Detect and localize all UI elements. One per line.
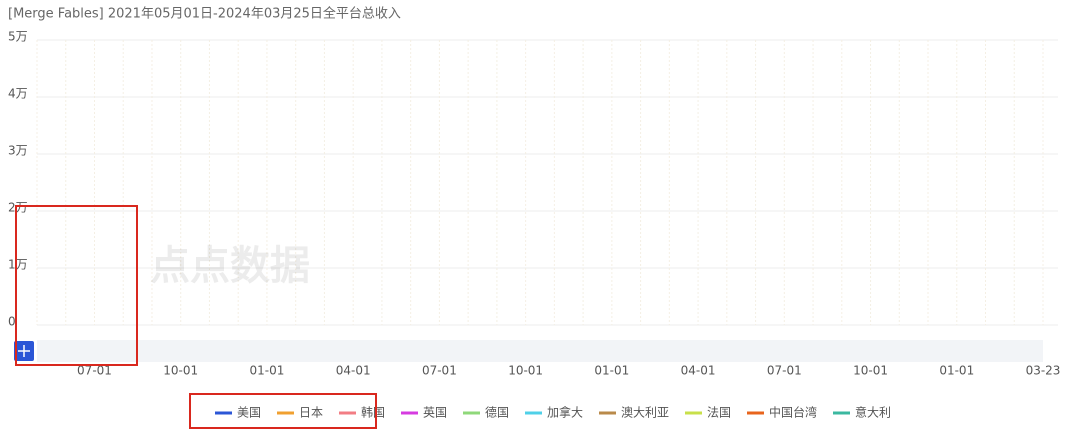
zoom-slider[interactable] [37,340,1043,362]
legend-item[interactable]: 日本 [277,406,323,420]
highlight-box [189,393,377,429]
x-tick-label: 01-01 [250,364,285,378]
legend-item[interactable]: 意大利 [833,405,891,420]
y-tick-label: 1万 [8,258,28,272]
legend-item[interactable]: 澳大利亚 [599,406,669,420]
x-axis: 07-01 10-01 01-01 04-01 07-01 10-01 01-01 04-01… [77,364,1060,378]
x-tick-label: 10-01 [163,364,198,378]
highlight-box [15,205,138,366]
legend-label: 澳大利亚 [621,406,669,420]
y-tick-label: 4万 [8,87,28,101]
y-tick-label: 5万 [8,30,28,44]
y-tick-label: 0 [8,315,16,329]
legend-item[interactable]: 英国 [401,406,447,420]
legend-label: 法国 [707,406,731,420]
legend-item[interactable]: 中国台湾 [747,405,817,420]
x-tick-label: 03-23 [1026,364,1061,378]
legend-item[interactable]: 德国 [463,405,509,420]
watermark: 点点数据 [150,243,310,289]
legend-label: 日本 [299,406,323,420]
legend: 美国 日本 韩国 英国 德国 加拿大 澳大利亚 法国 中国台湾 意大利 [215,405,891,420]
x-tick-label: 07-01 [422,364,457,378]
legend-label: 美国 [237,406,261,420]
x-tick-label: 07-01 [767,364,802,378]
x-tick-label: 10-01 [508,364,543,378]
legend-label: 加拿大 [547,405,583,420]
legend-label: 中国台湾 [769,405,817,420]
legend-label: 德国 [485,405,509,420]
legend-label: 意大利 [855,405,891,420]
legend-label: 英国 [423,406,447,420]
y-tick-label: 2万 [8,201,28,215]
plus-icon [18,345,30,357]
legend-item[interactable]: 美国 [215,406,261,420]
x-tick-label: 10-01 [853,364,888,378]
legend-item[interactable]: 韩国 [339,405,385,420]
grid: 0 1万 2万 3万 4万 5万 [8,30,1058,329]
x-tick-label: 01-01 [594,364,629,378]
x-tick-label: 01-01 [939,364,974,378]
x-tick-label: 07-01 [77,364,112,378]
chart-title: [Merge Fables] 2021年05月01日-2024年03月25日全平… [8,6,401,22]
legend-item[interactable]: 加拿大 [525,405,583,420]
legend-item[interactable]: 法国 [685,406,731,420]
x-tick-label: 04-01 [681,364,716,378]
legend-label: 韩国 [361,405,385,420]
x-tick-label: 04-01 [336,364,371,378]
y-tick-label: 3万 [8,144,28,158]
